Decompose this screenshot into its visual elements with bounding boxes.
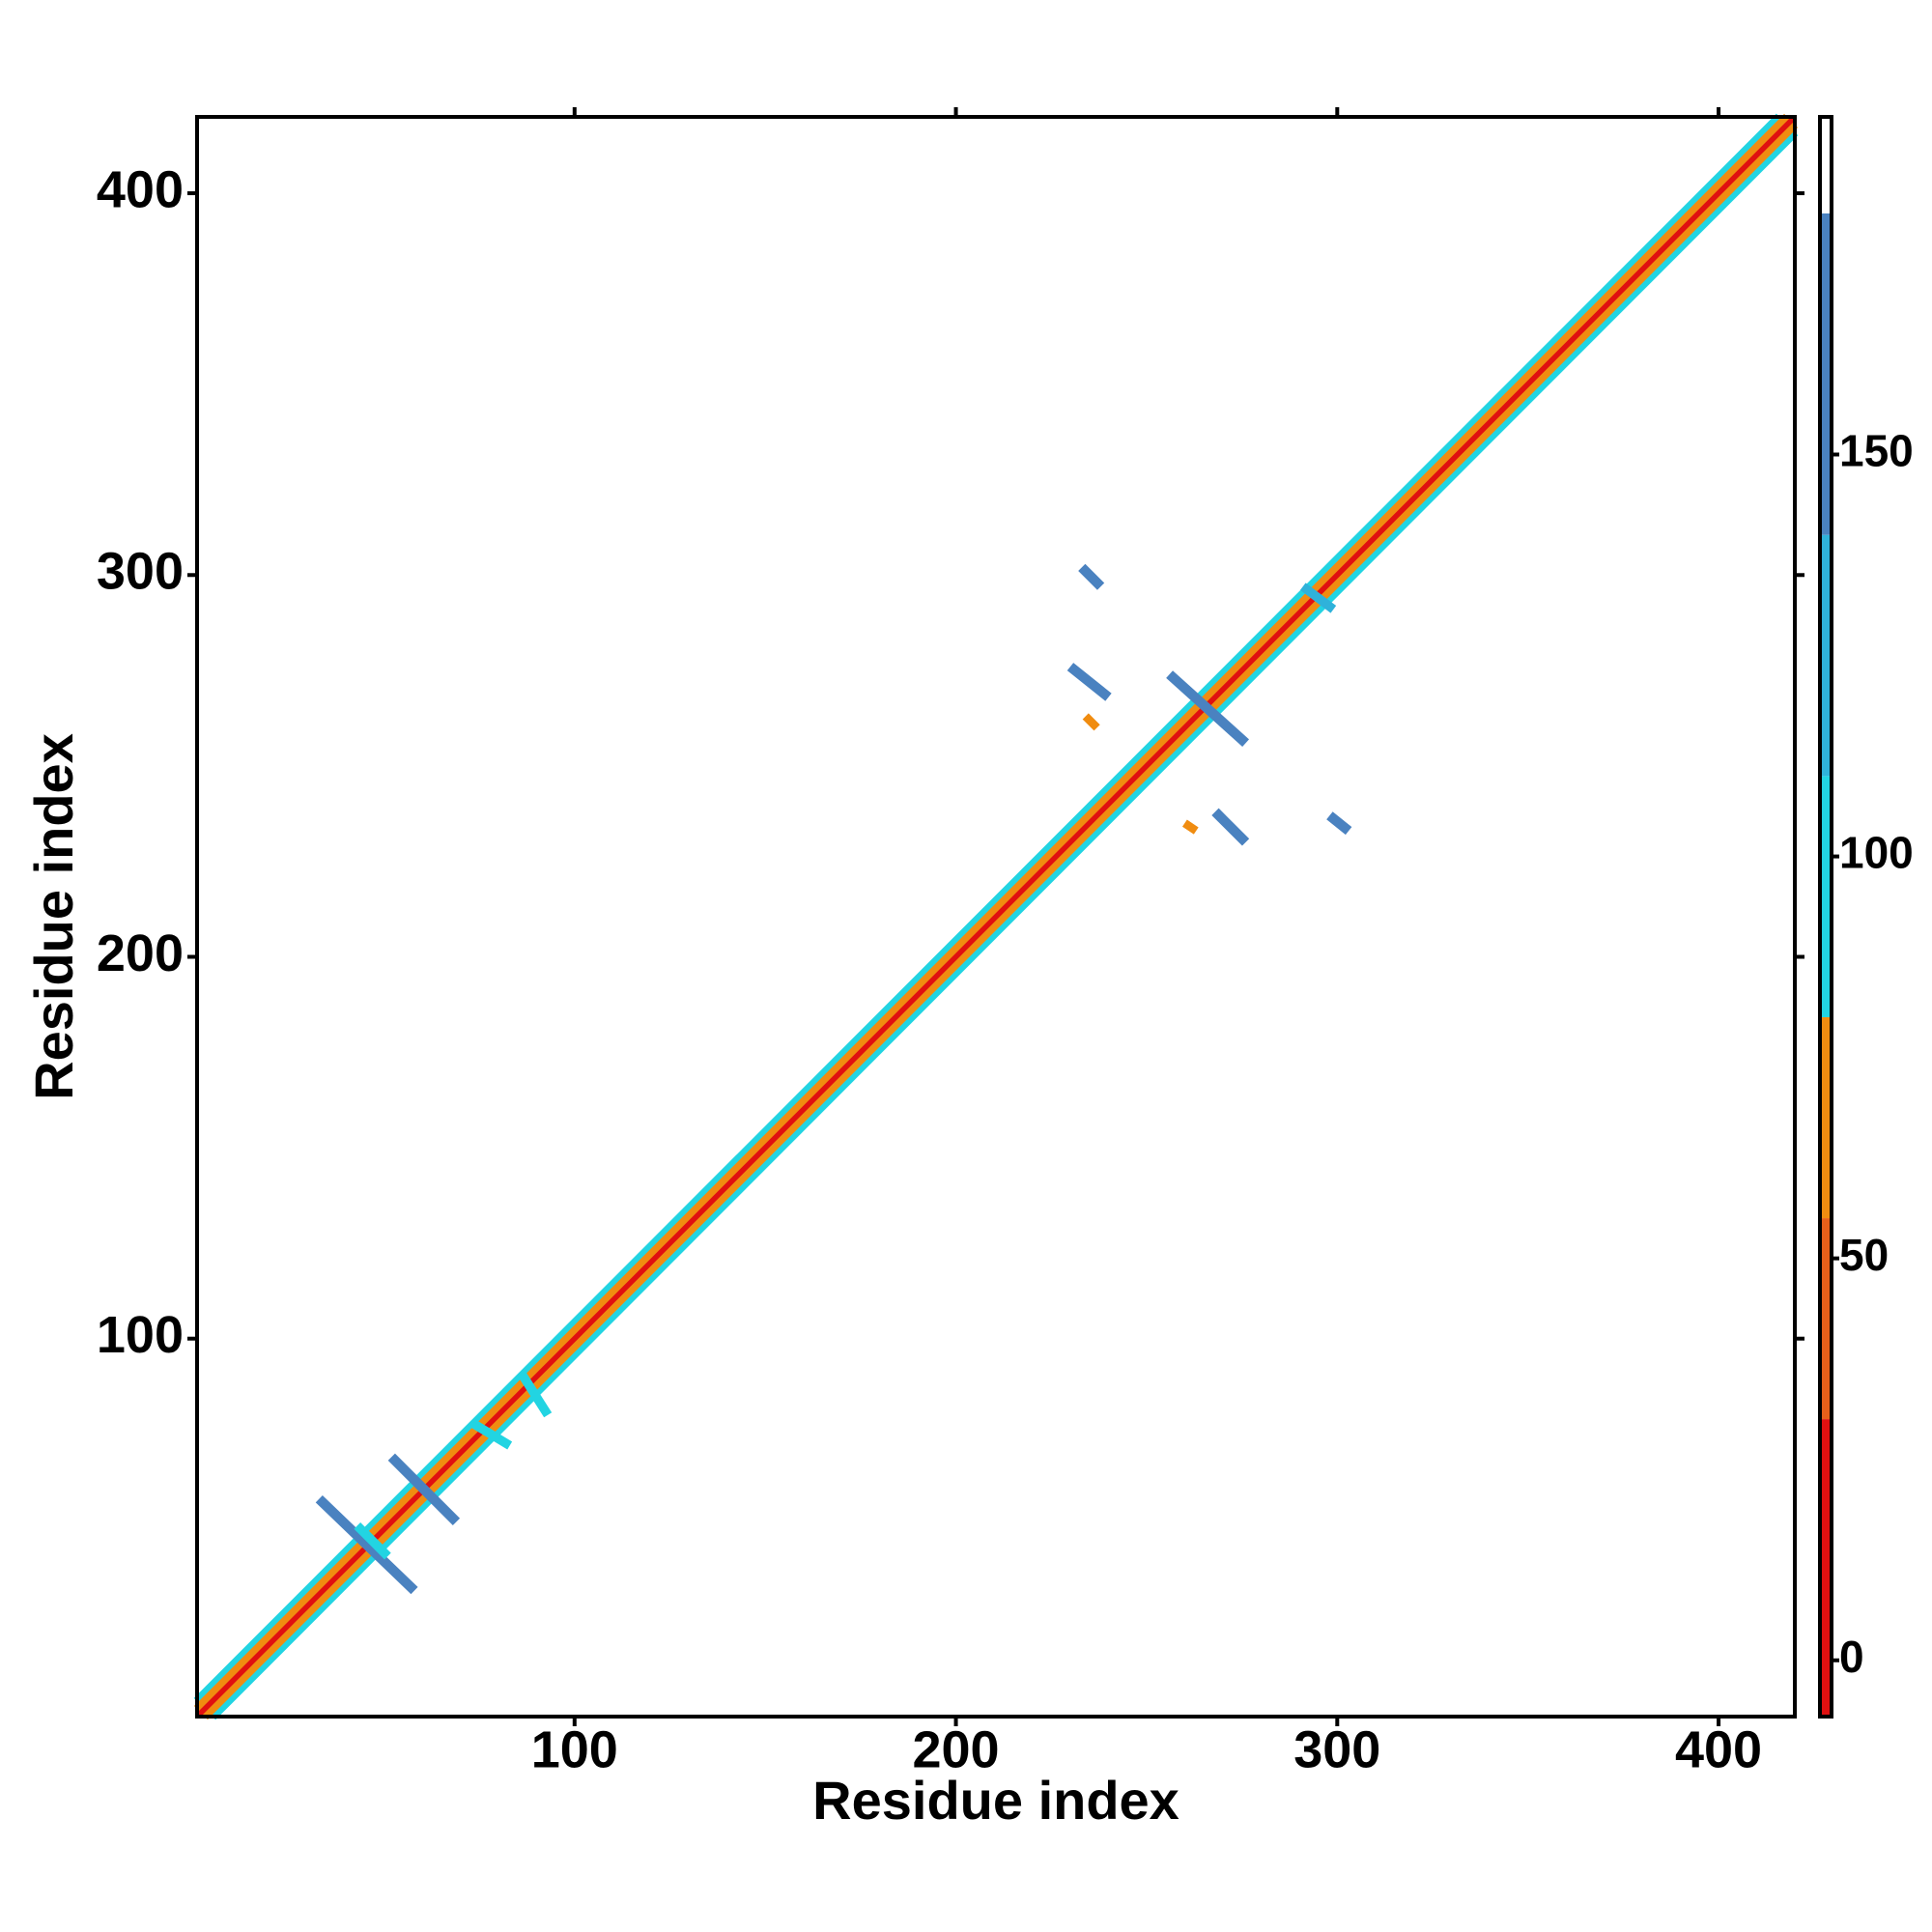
contact xyxy=(517,1370,553,1418)
contact xyxy=(195,115,1797,1719)
contact xyxy=(193,113,1791,1713)
x-tick-label: 200 xyxy=(912,1720,999,1778)
colorbar-band xyxy=(1820,213,1832,535)
colorbar-tick-label: 0 xyxy=(1839,1632,1864,1682)
y-tick-label: 200 xyxy=(97,924,184,982)
x-tick-label: 300 xyxy=(1293,1720,1380,1778)
x-tick-label: 100 xyxy=(531,1720,618,1778)
contact xyxy=(1078,563,1105,590)
colorbar-band xyxy=(1820,1017,1832,1219)
contact xyxy=(193,113,1783,1705)
contact xyxy=(1326,811,1352,836)
colorbar-band xyxy=(1820,534,1832,777)
colorbar-band xyxy=(1820,1218,1832,1420)
contact xyxy=(1166,670,1249,747)
contact xyxy=(354,1522,391,1560)
contact xyxy=(1066,663,1112,701)
contact xyxy=(201,121,1799,1720)
contact xyxy=(1211,808,1250,846)
contact xyxy=(387,1453,461,1526)
y-tick-label: 100 xyxy=(97,1306,184,1364)
contact xyxy=(315,1495,418,1595)
colorbar-tick-label: 100 xyxy=(1839,828,1914,878)
colorbar-band xyxy=(1820,776,1832,1018)
plot-frame xyxy=(195,115,1797,1719)
y-tick-label: 400 xyxy=(97,160,184,218)
contact xyxy=(1299,582,1337,613)
y-axis-title: Residue index xyxy=(23,733,84,1100)
colorbar-band xyxy=(1820,117,1832,213)
contact xyxy=(1082,713,1100,731)
y-tick-label: 300 xyxy=(97,543,184,601)
colorbar-band xyxy=(1820,1419,1832,1717)
colorbar-frame xyxy=(1818,115,1833,1719)
x-axis-title: Residue index xyxy=(812,1770,1179,1831)
x-tick-label: 400 xyxy=(1675,1720,1762,1778)
colorbar-tick-label: 50 xyxy=(1839,1230,1889,1280)
contact xyxy=(469,1418,513,1450)
colorbar-tick-label: 150 xyxy=(1839,426,1914,476)
contact xyxy=(209,128,1799,1720)
contact xyxy=(1181,819,1199,835)
